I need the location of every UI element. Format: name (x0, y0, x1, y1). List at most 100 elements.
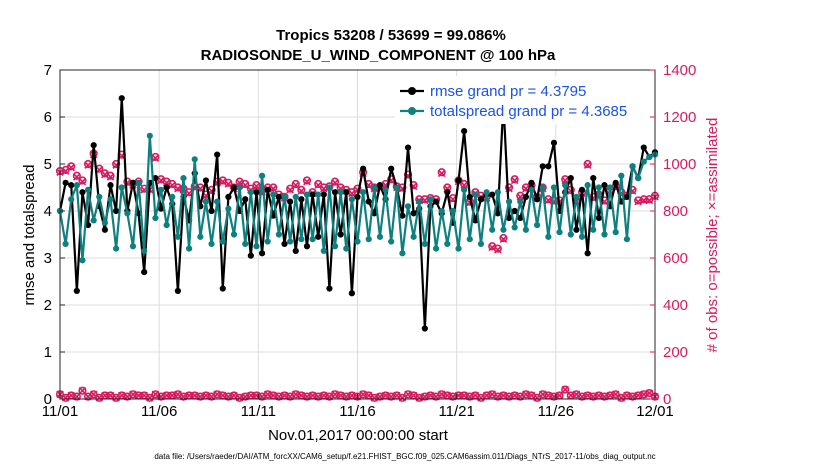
y2-tick-label: 0 (663, 391, 671, 408)
rmse-point (62, 179, 69, 186)
obs-possible-marker (196, 392, 205, 401)
spread-point (494, 189, 501, 196)
spread-point (477, 240, 485, 247)
spread-point (432, 245, 440, 252)
obs-assimilated-marker (516, 193, 525, 201)
rmse-point (309, 191, 316, 198)
rmse-point (567, 175, 574, 182)
obs-small-assimilated-marker (533, 394, 541, 402)
obs-assimilated-marker (510, 176, 519, 185)
obs-small-assimilated-marker (348, 391, 356, 400)
obs-small-assimilated-marker (572, 390, 581, 399)
obs-small-assimilated-marker (606, 391, 614, 400)
obs-small-assimilated-marker (398, 394, 407, 402)
spread-point (573, 193, 580, 200)
series-lines (56, 95, 659, 332)
obs-assimilated-marker (297, 187, 306, 195)
obs-assimilated-marker (640, 196, 648, 205)
obs-small-assimilated-marker (645, 389, 654, 397)
rmse-point (157, 205, 165, 212)
obs-small-assimilated-marker (393, 391, 401, 400)
rmse-point (623, 193, 631, 200)
rmse-point (230, 184, 238, 191)
x-tick-label: 11/01 (42, 403, 78, 420)
spread-point (303, 191, 311, 198)
spread-point (258, 172, 266, 179)
obs-small-assimilated-marker (482, 391, 491, 400)
obs-assimilated-marker (84, 161, 92, 169)
spread-point (556, 229, 563, 236)
obs-small-assimilated-marker (117, 391, 126, 400)
obs-assimilated-marker (320, 184, 328, 193)
obs-assimilated-marker (314, 181, 322, 189)
spread-point (567, 231, 574, 238)
obs-possible-marker (168, 179, 177, 189)
obs-possible-marker (78, 386, 87, 395)
obs-small-assimilated-marker (611, 390, 620, 399)
obs-small-assimilated-marker (527, 391, 536, 400)
obs-assimilated-marker (634, 197, 642, 206)
rmse-point (163, 184, 170, 191)
obs-small-assimilated-marker (112, 394, 120, 402)
spread-point (388, 238, 395, 245)
obs-small-assimilated-marker (263, 390, 272, 399)
obs-small-assimilated-marker (106, 391, 115, 400)
rmse-point (242, 196, 249, 203)
rmse-point (595, 214, 602, 222)
rmse-point (545, 163, 552, 170)
obs-possible-marker (510, 175, 519, 184)
obs-small-assimilated-marker (336, 391, 345, 400)
obs-possible-marker (269, 183, 278, 192)
spread-point (202, 198, 210, 205)
obs-assimilated-marker (61, 167, 70, 175)
legend-spread-label: totalspread grand pr = 4.3685 (430, 103, 627, 120)
rmse-point (444, 189, 451, 196)
obs-assimilated-marker (437, 169, 446, 178)
obs-possible-marker (330, 177, 340, 186)
spread-point (326, 184, 333, 191)
rmse-point (208, 207, 215, 215)
obs-possible-marker (437, 168, 446, 177)
spread-point (455, 245, 462, 252)
spread-point (365, 236, 372, 243)
spread-point (253, 243, 260, 250)
spread-point (292, 193, 299, 200)
obs-small-assimilated-marker (623, 391, 631, 400)
y-tick-label: 3 (44, 250, 52, 267)
obs-assimilated-marker (460, 181, 468, 189)
spread-point (113, 245, 120, 252)
spread-point (348, 196, 355, 203)
obs-possible-marker (504, 392, 514, 401)
rmse-point (534, 196, 541, 203)
obs-possible-marker (465, 392, 474, 401)
y-tick-label: 5 (44, 156, 52, 173)
rmse-point (466, 193, 473, 200)
spread-point (146, 132, 153, 139)
obs-assimilated-marker (67, 163, 75, 172)
spread-point (107, 196, 114, 203)
rmse-point (550, 139, 558, 146)
obs-assimilated-marker (269, 184, 278, 193)
rmse-point (331, 189, 339, 196)
rmse-point (287, 198, 294, 205)
x-axis-label: Nov.01,2017 00:00:00 start (268, 427, 449, 444)
obs-assimilated-marker (561, 176, 569, 185)
rmse-point (247, 252, 254, 259)
obs-possible-marker (639, 390, 648, 399)
spread-point (595, 184, 602, 191)
y-axis-right-label: # of obs: o=possible; ×=assimilated (704, 118, 721, 353)
obs-possible-marker (67, 162, 76, 171)
spread-point (640, 158, 647, 165)
rmse-point (275, 193, 283, 200)
spread-point (449, 207, 457, 215)
obs-possible-marker (387, 392, 396, 401)
spread-point (214, 198, 221, 205)
obs-small-assimilated-marker (202, 391, 210, 400)
obs-small-assimilated-marker (617, 394, 626, 402)
obs-assimilated-marker (219, 177, 227, 186)
x-tick-label: 11/21 (438, 403, 474, 420)
obs-possible-marker (504, 183, 514, 192)
y-axis-left-label: rmse and totalspread (21, 165, 38, 306)
obs-small-assimilated-marker (426, 391, 435, 400)
spread-point (163, 222, 170, 229)
